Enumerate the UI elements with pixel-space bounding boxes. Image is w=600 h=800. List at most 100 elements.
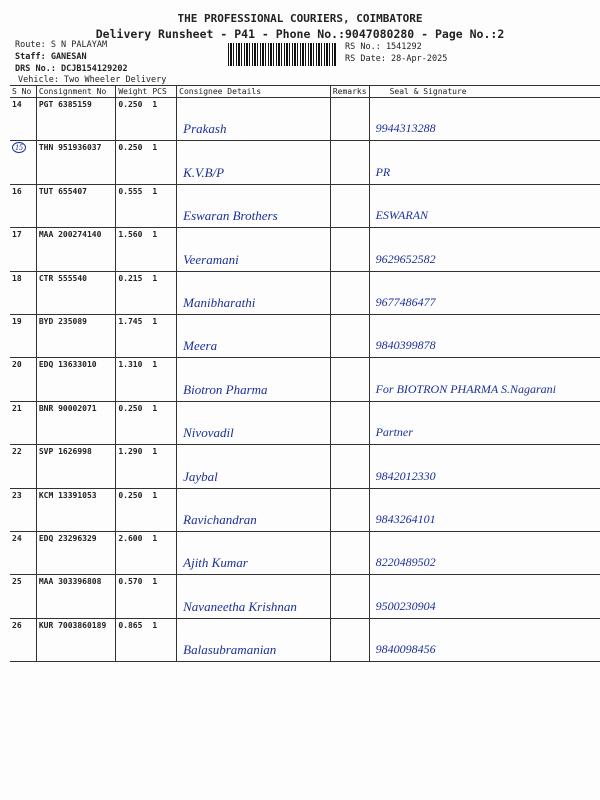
pcs-cell: 1: [150, 574, 177, 619]
consignee-cell: Balasubramanian: [176, 618, 331, 663]
consignee-handwritten: Biotron Pharma: [183, 381, 268, 397]
consignee-cell: Ravichandran: [176, 488, 331, 532]
signature-handwritten: 9840399878: [375, 338, 436, 353]
pcs-cell: 1: [150, 97, 177, 142]
sno-cell: 14: [10, 97, 37, 142]
weight-cell: 0.250: [115, 97, 151, 142]
sno-cell: 18: [10, 271, 37, 315]
consignee-cell: Jaybal: [176, 444, 331, 489]
sno-cell: 19: [10, 314, 37, 359]
col-signature: Seal & Signature: [368, 85, 600, 98]
signature-handwritten: ESWARAN: [375, 208, 429, 223]
signature-handwritten: PR: [375, 164, 391, 179]
consignee-handwritten: Veeramani: [183, 251, 239, 267]
sno-cell: 23: [10, 488, 37, 532]
table-row: 15 THN 951936037 0.250 1 K.V.B/P PR: [10, 140, 600, 185]
weight-cell: 0.570: [115, 574, 151, 619]
pcs-cell: 1: [150, 488, 177, 532]
runsheet-table: S No Consignment No Weight PCS Consignee…: [10, 85, 600, 663]
consignee-cell: Ajith Kumar: [176, 531, 331, 576]
remarks-cell: [329, 227, 370, 272]
weight-cell: 2.600: [115, 531, 151, 576]
consignment-cell: BNR 90002071: [35, 401, 116, 446]
signature-cell: PR: [368, 140, 600, 185]
sno-cell: 21: [10, 401, 37, 446]
sno-cell: 20: [10, 357, 37, 402]
table-row: 19 BYD 235089 1.745 1 Meera 9840399878: [10, 314, 600, 359]
weight-cell: 1.290: [115, 444, 151, 489]
signature-cell: Partner: [368, 401, 600, 446]
consignment-cell: PGT 6385159: [35, 97, 116, 142]
signature-cell: 9843264101: [368, 488, 600, 532]
signature-handwritten: 9944313288: [375, 121, 436, 136]
pcs-cell: 1: [150, 140, 177, 185]
signature-handwritten: Partner: [375, 425, 413, 440]
remarks-cell: [329, 531, 370, 576]
table-row: 17 MAA 200274140 1.560 1 Veeramani 96296…: [10, 227, 600, 272]
weight-cell: 0.555: [115, 184, 151, 229]
consignee-handwritten: Jaybal: [183, 468, 218, 484]
table-row: 26 KUR 7003860189 0.865 1 Balasubramania…: [10, 618, 600, 663]
table-row: 22 SVP 1626998 1.290 1 Jaybal 9842012330: [10, 444, 600, 489]
remarks-cell: [329, 184, 370, 229]
consignee-cell: Prakash: [176, 97, 331, 142]
sno-cell: 22: [10, 444, 37, 489]
pcs-cell: 1: [150, 227, 177, 272]
runsheet-subtitle: Delivery Runsheet - P41 - Phone No.:9047…: [95, 27, 505, 41]
remarks-cell: [329, 140, 370, 185]
company-title: THE PROFESSIONAL COURIERS, COIMBATORE: [177, 12, 423, 25]
consignee-cell: K.V.B/P: [176, 140, 331, 185]
consignee-handwritten: Manibharathi: [183, 294, 256, 310]
remarks-cell: [329, 444, 370, 489]
signature-cell: 8220489502: [368, 531, 600, 576]
col-consignee: Consignee Details: [176, 85, 331, 98]
weight-cell: 1.560: [115, 227, 151, 272]
rs-number: RS No.: 1541292: [345, 42, 422, 52]
weight-cell: 1.310: [115, 357, 151, 402]
consignment-cell: SVP 1626998: [35, 444, 116, 489]
table-header: S No Consignment No Weight PCS Consignee…: [10, 85, 600, 98]
table-row: 25 MAA 303396808 0.570 1 Navaneetha Kris…: [10, 574, 600, 619]
staff: Staff: GANESAN: [15, 52, 87, 62]
signature-handwritten: 8220489502: [375, 555, 436, 570]
drs-number: DRS No.: DCJB154129202: [15, 64, 128, 74]
consignee-cell: Meera: [176, 314, 331, 359]
consignee-handwritten: Balasubramanian: [183, 642, 277, 658]
consignment-cell: KUR 7003860189: [35, 618, 116, 663]
signature-handwritten: 9500230904: [375, 598, 436, 613]
consignee-handwritten: Navaneetha Krishnan: [183, 598, 297, 614]
signature-cell: 9944313288: [368, 97, 600, 142]
col-remarks: Remarks: [329, 85, 370, 98]
table-row: 14 PGT 6385159 0.250 1 Prakash 994431328…: [10, 97, 600, 142]
remarks-cell: [329, 271, 370, 315]
consignee-handwritten: K.V.B/P: [183, 164, 225, 180]
pcs-cell: 1: [150, 444, 177, 489]
consignment-cell: EDQ 13633010: [35, 357, 116, 402]
pcs-cell: 1: [150, 531, 177, 576]
weight-cell: 0.250: [115, 401, 151, 446]
consignment-cell: EDQ 23296329: [35, 531, 116, 576]
pcs-cell: 1: [150, 401, 177, 446]
weight-cell: 0.865: [115, 618, 151, 663]
pcs-cell: 1: [150, 271, 177, 315]
remarks-cell: [329, 97, 370, 142]
consignee-cell: Eswaran Brothers: [176, 184, 331, 229]
consignment-cell: BYD 235089: [35, 314, 116, 359]
pcs-cell: 1: [150, 357, 177, 402]
consignee-handwritten: Nivovadil: [183, 425, 234, 441]
signature-cell: 9840399878: [368, 314, 600, 359]
consignee-handwritten: Prakash: [183, 121, 227, 137]
remarks-cell: [329, 574, 370, 619]
signature-cell: 9840098456: [368, 618, 600, 663]
signature-handwritten: For BIOTRON PHARMA S.Nagarani: [375, 381, 557, 396]
weight-cell: 0.215: [115, 271, 151, 315]
signature-cell: 9842012330: [368, 444, 600, 489]
remarks-cell: [329, 488, 370, 532]
consignee-handwritten: Ajith Kumar: [183, 555, 248, 571]
consignee-cell: Biotron Pharma: [176, 357, 331, 402]
consignee-cell: Manibharathi: [176, 271, 331, 315]
consignee-handwritten: Eswaran Brothers: [183, 208, 278, 224]
consignment-cell: MAA 200274140: [35, 227, 116, 272]
signature-cell: 9500230904: [368, 574, 600, 619]
consignment-cell: CTR 555540: [35, 271, 116, 315]
